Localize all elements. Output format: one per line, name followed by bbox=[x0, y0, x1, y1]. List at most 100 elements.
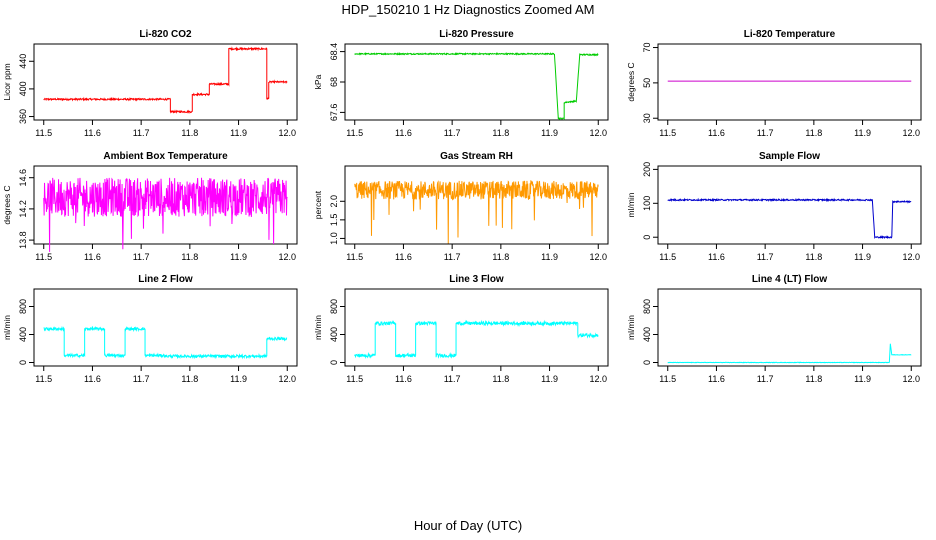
x-tick-label: 11.9 bbox=[230, 252, 247, 262]
y-tick-label: 800 bbox=[18, 299, 28, 314]
y-axis-label: degrees C bbox=[2, 185, 12, 224]
panel-grid: Li-820 CO2 11.5 11.6 11.7 11.8 11.9 12.0 360 400… bbox=[2, 29, 922, 384]
x-tick-label: 11.8 bbox=[181, 252, 198, 262]
x-tick-label: 11.9 bbox=[541, 252, 558, 262]
x-tick-label: 11.9 bbox=[854, 374, 871, 384]
x-tick-label: 11.5 bbox=[35, 374, 52, 384]
x-tick-label: 11.7 bbox=[133, 252, 150, 262]
y-tick-label: 68.4 bbox=[329, 43, 339, 61]
panel-9: Line 4 (LT) Flow 11.5 11.6 11.7 11.8 11.9 12.0… bbox=[626, 274, 922, 384]
x-tick-label: 11.6 bbox=[708, 128, 725, 138]
x-tick-label: 11.6 bbox=[84, 128, 101, 138]
panel-4: Ambient Box Temperature 11.5 11.6 11.7 11.8 1… bbox=[2, 151, 298, 262]
y-tick-label: 0 bbox=[642, 235, 652, 240]
panel-title: Line 3 Flow bbox=[449, 274, 504, 285]
x-tick-label: 11.8 bbox=[805, 252, 822, 262]
x-tick-label: 11.6 bbox=[708, 374, 725, 384]
y-tick-label: 360 bbox=[18, 109, 28, 124]
plot-frame bbox=[33, 43, 298, 121]
panel-3: Li-820 Temperature 11.5 11.6 11.7 11.8 11.9 12… bbox=[626, 29, 922, 138]
y-axis-label: percent bbox=[313, 190, 323, 219]
y-tick-label: 14.2 bbox=[18, 200, 28, 218]
x-tick-label: 11.8 bbox=[805, 374, 822, 384]
x-axis-label: Hour of Day (UTC) bbox=[414, 518, 522, 533]
x-tick-label: 12.0 bbox=[589, 128, 607, 138]
series-line bbox=[354, 180, 599, 244]
x-tick-label: 11.8 bbox=[492, 374, 509, 384]
x-tick-label: 11.8 bbox=[805, 128, 822, 138]
y-tick-label: 30 bbox=[642, 113, 652, 123]
series-line bbox=[354, 51, 599, 121]
x-tick-label: 11.6 bbox=[84, 252, 101, 262]
series-line bbox=[43, 177, 288, 252]
x-tick-label: 11.5 bbox=[659, 374, 676, 384]
x-tick-label: 12.0 bbox=[589, 374, 607, 384]
y-tick-label: 200 bbox=[642, 162, 652, 177]
plot-frame bbox=[344, 288, 609, 367]
x-tick-label: 11.8 bbox=[181, 374, 198, 384]
y-tick-label: 400 bbox=[329, 327, 339, 342]
panel-title: Line 2 Flow bbox=[138, 274, 193, 285]
plot-frame bbox=[657, 288, 922, 367]
plot-frame bbox=[33, 165, 298, 245]
y-axis-label: Licor ppm bbox=[2, 63, 12, 100]
x-tick-label: 11.7 bbox=[757, 252, 774, 262]
x-tick-label: 11.6 bbox=[395, 128, 412, 138]
x-tick-label: 11.7 bbox=[444, 252, 461, 262]
y-axis-label: ml/min bbox=[2, 315, 12, 340]
plot-frame bbox=[657, 43, 922, 121]
x-tick-label: 11.5 bbox=[35, 128, 52, 138]
y-axis-label: degrees C bbox=[626, 62, 636, 101]
x-tick-label: 11.9 bbox=[230, 374, 247, 384]
panel-title: Sample Flow bbox=[759, 151, 820, 162]
panel-title: Line 4 (LT) Flow bbox=[752, 274, 828, 285]
x-tick-label: 11.8 bbox=[492, 128, 509, 138]
y-tick-label: 800 bbox=[329, 299, 339, 314]
x-tick-label: 12.0 bbox=[902, 374, 920, 384]
x-tick-label: 12.0 bbox=[589, 252, 607, 262]
y-axis-label: kPa bbox=[313, 74, 323, 89]
y-axis-label: ml/min bbox=[626, 315, 636, 340]
x-tick-label: 11.9 bbox=[854, 252, 871, 262]
y-tick-label: 0 bbox=[18, 360, 28, 365]
panel-5: Gas Stream RH 11.5 11.6 11.7 11.8 11.9 12.0 1.0… bbox=[313, 151, 609, 262]
panel-title: Gas Stream RH bbox=[440, 151, 513, 162]
x-tick-label: 12.0 bbox=[278, 252, 296, 262]
y-tick-label: 50 bbox=[642, 78, 652, 88]
panel-2: Li-820 Pressure 11.5 11.6 11.7 11.8 11.9 12.0 6… bbox=[313, 29, 609, 138]
y-tick-label: 400 bbox=[642, 327, 652, 342]
series-line bbox=[667, 343, 912, 364]
x-tick-label: 11.6 bbox=[84, 374, 101, 384]
y-tick-label: 800 bbox=[642, 299, 652, 314]
y-tick-label: 440 bbox=[18, 54, 28, 69]
x-tick-label: 11.7 bbox=[133, 128, 150, 138]
x-tick-label: 11.5 bbox=[346, 252, 363, 262]
y-tick-label: 14.6 bbox=[18, 169, 28, 187]
panel-title: Li-820 Pressure bbox=[439, 29, 514, 40]
y-axis-label: ml/min bbox=[626, 192, 636, 217]
y-tick-label: 400 bbox=[18, 81, 28, 96]
x-tick-label: 12.0 bbox=[278, 374, 296, 384]
x-tick-label: 11.7 bbox=[444, 128, 461, 138]
x-tick-label: 11.5 bbox=[346, 374, 363, 384]
figure-title: HDP_150210 1 Hz Diagnostics Zoomed AM bbox=[342, 2, 595, 17]
panel-7: Line 2 Flow 11.5 11.6 11.7 11.8 11.9 12.0 0 400 8… bbox=[2, 274, 298, 384]
plot-frame bbox=[344, 165, 609, 245]
y-tick-label: 70 bbox=[642, 43, 652, 53]
x-tick-label: 11.8 bbox=[181, 128, 198, 138]
y-tick-label: 1.0 bbox=[329, 232, 339, 245]
series-line bbox=[43, 325, 288, 360]
panel-1: Li-820 CO2 11.5 11.6 11.7 11.8 11.9 12.0 360 400… bbox=[2, 29, 298, 138]
x-tick-label: 11.5 bbox=[35, 252, 52, 262]
series-line bbox=[354, 319, 599, 359]
y-tick-label: 400 bbox=[18, 327, 28, 342]
y-tick-label: 0 bbox=[642, 360, 652, 365]
x-tick-label: 11.7 bbox=[133, 374, 150, 384]
x-tick-label: 12.0 bbox=[902, 128, 920, 138]
y-axis-label: ml/min bbox=[313, 315, 323, 340]
x-tick-label: 11.9 bbox=[230, 128, 247, 138]
panel-6: Sample Flow 11.5 11.6 11.7 11.8 11.9 12.0 0 100 2… bbox=[626, 151, 922, 262]
plot-frame bbox=[33, 288, 298, 367]
series-line bbox=[43, 46, 288, 115]
x-tick-label: 11.7 bbox=[444, 374, 461, 384]
